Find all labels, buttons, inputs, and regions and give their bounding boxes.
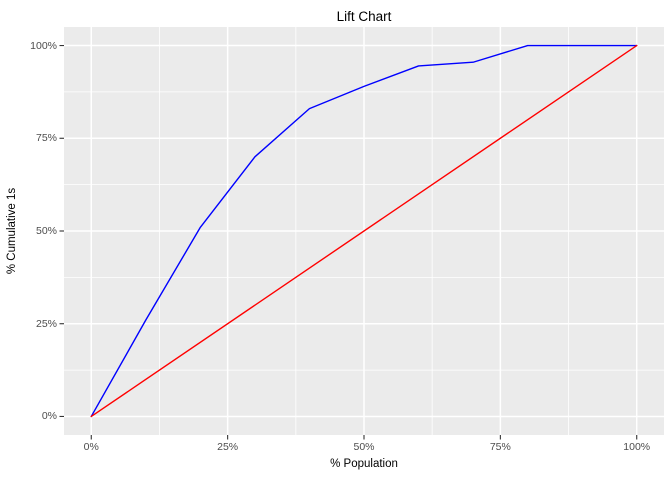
series-lift-curve	[90, 44, 638, 418]
y-axis-title: % Cumulative 1s	[6, 187, 18, 275]
y-tick-label: 50%	[35, 225, 57, 237]
plot-area-svg	[64, 27, 664, 435]
y-tick-label: 100%	[30, 39, 57, 52]
x-axis-title: % Population	[330, 458, 398, 470]
y-tick-label: 25%	[35, 317, 57, 330]
x-tick-label: 100%	[623, 441, 651, 453]
x-tick-label: 25%	[217, 441, 239, 453]
x-tick-label: 75%	[489, 441, 511, 453]
series-baseline	[90, 44, 638, 418]
x-tick-label: 50%	[353, 441, 375, 453]
y-tick-label: 75%	[35, 132, 57, 145]
plot-panel	[64, 27, 664, 435]
chart-title: Lift Chart	[336, 9, 392, 24]
y-tick-label: 0%	[41, 410, 57, 423]
x-tick-label: 0%	[83, 441, 99, 453]
